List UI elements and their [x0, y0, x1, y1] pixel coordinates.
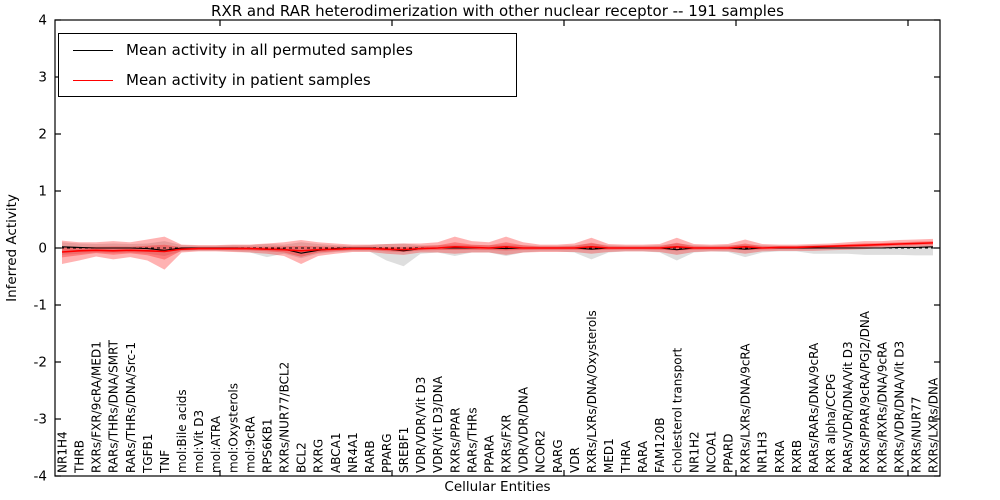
- x-tick-label: MED1: [602, 438, 616, 473]
- y-tick-label: -4: [34, 469, 47, 485]
- x-tick-label: RXRs/LXRs/DNA/9cRA: [739, 343, 753, 473]
- y-tick-label: 3: [38, 70, 47, 86]
- x-tick-label: RXRs/LXRs/DNA/Oxysterols: [585, 310, 599, 473]
- x-tick-label: NCOR2: [534, 430, 548, 473]
- legend-line-red: [73, 79, 113, 81]
- x-tick-label: PPARD: [722, 434, 736, 474]
- x-tick-label: ABCA1: [329, 433, 343, 473]
- x-tick-label: THRB: [73, 440, 87, 474]
- x-tick-label: VDR: [568, 447, 582, 473]
- y-tick-label: 2: [38, 127, 47, 143]
- x-tick-label: RXRG: [312, 439, 326, 473]
- y-tick-label: -2: [34, 355, 47, 371]
- y-tick-label: 4: [38, 13, 47, 29]
- x-tick-label: RXRs/NUR77: [909, 396, 923, 473]
- x-tick-label: TGFB1: [141, 434, 155, 474]
- x-tick-label: SREBF1: [397, 427, 411, 473]
- x-tick-label: NR4A1: [346, 432, 360, 473]
- x-tick-label: VDR/Vit D3/DNA: [431, 375, 445, 473]
- x-tick-label: mol:9cRA: [243, 416, 257, 473]
- x-tick-label: RARs/VDR/DNA/Vit D3: [841, 341, 855, 473]
- x-tick-label: NR1H4: [56, 431, 70, 473]
- x-tick-label: RXRs/FXR: [500, 414, 514, 473]
- x-tick-label: RARs/RARs/DNA/9cRA: [807, 342, 821, 473]
- legend-label: Mean activity in patient samples: [126, 71, 371, 89]
- x-tick-label: BCL2: [295, 442, 309, 473]
- x-tick-label: cholesterol transport: [670, 347, 684, 473]
- legend-entry-permuted: Mean activity in all permuted samples: [59, 36, 516, 64]
- x-tick-label: RXRA: [773, 440, 787, 473]
- x-tick-label: RXRB: [790, 440, 804, 473]
- x-tick-label: RXR alpha/CCPG: [824, 374, 838, 473]
- x-tick-label: RARG: [551, 439, 565, 473]
- x-tick-label: RPS6KB1: [260, 418, 274, 473]
- legend: Mean activity in all permuted samples Me…: [58, 33, 517, 97]
- patient-mean-line: [61, 242, 934, 253]
- x-tick-label: THRA: [619, 440, 633, 474]
- x-tick-label: RXRs/VDR/DNA/Vit D3: [892, 341, 906, 473]
- x-tick-label: RARs/THRs: [465, 407, 479, 473]
- x-tick-label: PPARG: [380, 433, 394, 473]
- x-axis-label: Cellular Entities: [444, 479, 551, 495]
- x-tick-label: RXRs/PPAR/9cRA/PGJ2/DNA: [858, 310, 872, 473]
- legend-label: Mean activity in all permuted samples: [126, 41, 413, 59]
- x-tick-label: RARs/THRs/DNA/Src-1: [124, 342, 138, 473]
- x-tick-label: RARs/THRs/DNA/SMRT: [107, 339, 121, 473]
- x-tick-label: VDR/VDR/Vit D3: [414, 377, 428, 473]
- legend-entry-patient: Mean activity in patient samples: [59, 66, 516, 94]
- x-tick-label: mol:Vit D3: [192, 410, 206, 473]
- x-tick-label: TNF: [158, 450, 172, 474]
- x-tick-label: PPARA: [482, 434, 496, 473]
- y-tick-label: -1: [34, 298, 47, 314]
- legend-line-black: [73, 49, 113, 51]
- x-tick-label: FAM120B: [653, 418, 667, 474]
- x-tick-label: RXRs/NUR77/BCL2: [278, 362, 292, 473]
- x-tick-label: NR1H3: [756, 431, 770, 473]
- x-tick-label: mol:Oxysterols: [226, 383, 240, 473]
- y-tick-label: -3: [34, 412, 47, 428]
- x-tick-label: RARA: [636, 440, 650, 473]
- patient-inner-band: [62, 241, 933, 260]
- x-tick-label: RARB: [363, 440, 377, 473]
- y-tick-label: 1: [38, 184, 47, 200]
- x-tick-label: NCOA1: [704, 431, 718, 473]
- x-tick-label: RXRs/FXR/9cRA/MED1: [90, 341, 104, 473]
- patient-range-band: [62, 236, 933, 270]
- x-tick-label: RXRs/LXRs/DNA: [927, 377, 941, 473]
- x-tick-label: mol:Bile acids: [175, 389, 189, 473]
- x-tick-label: RXRs/PPAR: [448, 408, 462, 473]
- x-tick-label: RXRs/RXRs/DNA/9cRA: [875, 341, 889, 473]
- chart-title: RXR and RAR heterodimerization with othe…: [211, 2, 784, 20]
- y-tick-label: 0: [38, 241, 47, 257]
- x-tick-label: NR1H2: [687, 431, 701, 473]
- x-tick-label: mol:ATRA: [209, 415, 223, 473]
- x-tick-label: VDR/VDR/DNA: [517, 386, 531, 473]
